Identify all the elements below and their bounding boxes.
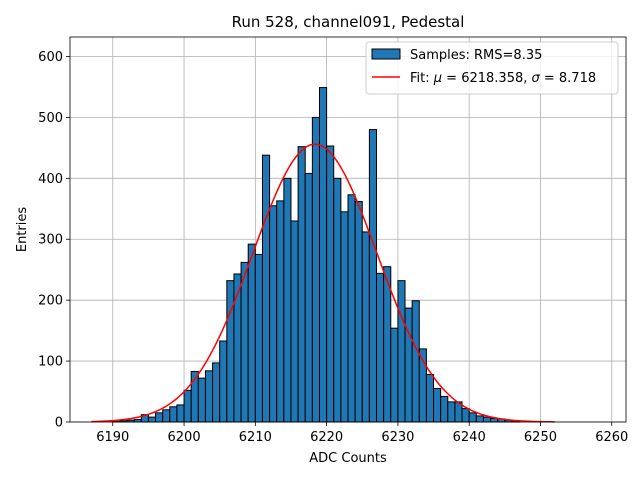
histogram-bar (183, 389, 192, 423)
x-tick-label: 6230 (381, 430, 414, 445)
histogram-bar (212, 362, 221, 423)
x-tick-label: 6220 (310, 430, 343, 445)
histogram-bar (169, 406, 178, 423)
y-axis-label: Entries (15, 207, 30, 253)
y-tick-label: 600 (38, 50, 63, 65)
histogram-bar (340, 211, 349, 423)
histogram-bar (318, 87, 328, 423)
histogram-bar (461, 408, 470, 423)
y-tick-label: 500 (38, 111, 63, 126)
histogram-bar (361, 231, 370, 423)
legend-fit-sigma-value: = 8.718 (540, 71, 596, 86)
histogram-bar (162, 409, 171, 423)
histogram-bar (311, 116, 320, 423)
histogram-bar (240, 261, 249, 423)
x-tick-label: 6210 (239, 430, 272, 445)
histogram-bar (354, 200, 363, 423)
x-tick-label: 6240 (453, 430, 486, 445)
histogram-bar (283, 177, 292, 423)
y-axis-ticks: 0 100 200 300 400 500 600 (38, 50, 70, 431)
histogram-bar (390, 327, 399, 423)
x-tick-label: 6190 (96, 430, 129, 445)
histogram-bar (226, 280, 235, 423)
legend-histogram-swatch (371, 48, 401, 60)
histogram-bar (397, 280, 406, 423)
histogram-bar (326, 145, 335, 423)
histogram-bar (176, 404, 185, 423)
histogram-bar (425, 373, 435, 423)
histogram-bar (147, 416, 157, 423)
x-tick-label: 6260 (595, 430, 628, 445)
histogram-bar (247, 243, 256, 423)
y-tick-label: 0 (55, 416, 63, 431)
histogram-bar (254, 253, 263, 423)
x-tick-label: 6250 (524, 430, 557, 445)
histogram-bar (482, 416, 492, 423)
x-tick-label: 6200 (168, 430, 201, 445)
histogram-bar (468, 412, 477, 423)
grid-lines (70, 37, 626, 423)
axes-frame (69, 36, 627, 423)
histogram-bar (304, 172, 313, 423)
histogram-bars (112, 87, 520, 423)
histogram-bar (155, 412, 164, 423)
histogram-bar (233, 273, 242, 423)
y-tick-label: 400 (38, 172, 63, 187)
histogram-bar (297, 146, 306, 423)
x-axis-label: ADC Counts (309, 451, 387, 466)
legend-fit-sigma-symbol: σ (532, 71, 541, 86)
histogram-bar (333, 177, 342, 423)
histogram-bar (376, 272, 385, 423)
histogram-bar (383, 266, 392, 423)
histogram-bar (290, 220, 299, 423)
histogram-bar (475, 415, 484, 423)
y-tick-label: 100 (38, 355, 63, 370)
legend-fit-label: Fit: μ = 6218.358, σ = 8.718 (410, 71, 596, 86)
legend-fit-mu-symbol: μ (433, 71, 442, 86)
fit-curve (91, 143, 555, 423)
legend-box (365, 41, 619, 95)
histogram-bar (197, 377, 206, 423)
chart-title: Run 528, channel091, Pedestal (232, 13, 465, 31)
histogram-bar (204, 370, 214, 423)
legend-fit-prefix: Fit: (410, 71, 434, 86)
legend: Samples: RMS=8.35 Fit: μ = 6218.358, σ =… (365, 41, 619, 95)
histogram-bar (261, 154, 271, 423)
histogram-bar (219, 340, 228, 423)
histogram-bar (447, 401, 456, 423)
histogram-bar (276, 200, 285, 423)
y-tick-label: 300 (38, 233, 63, 248)
y-tick-label: 200 (38, 294, 63, 309)
histogram-bar (404, 307, 413, 423)
legend-histogram-label: Samples: RMS=8.35 (410, 48, 542, 63)
histogram-bar (411, 300, 420, 423)
histogram-bar (347, 194, 356, 423)
histogram-bar (269, 205, 278, 423)
histogram-bar (433, 387, 442, 423)
x-axis-ticks: 6190 6200 6210 6220 6230 6240 6250 6260 (96, 422, 628, 445)
histogram-bar (440, 395, 449, 423)
histogram-bar (368, 129, 378, 423)
legend-fit-mu-value: = 6218.358, (442, 71, 531, 86)
